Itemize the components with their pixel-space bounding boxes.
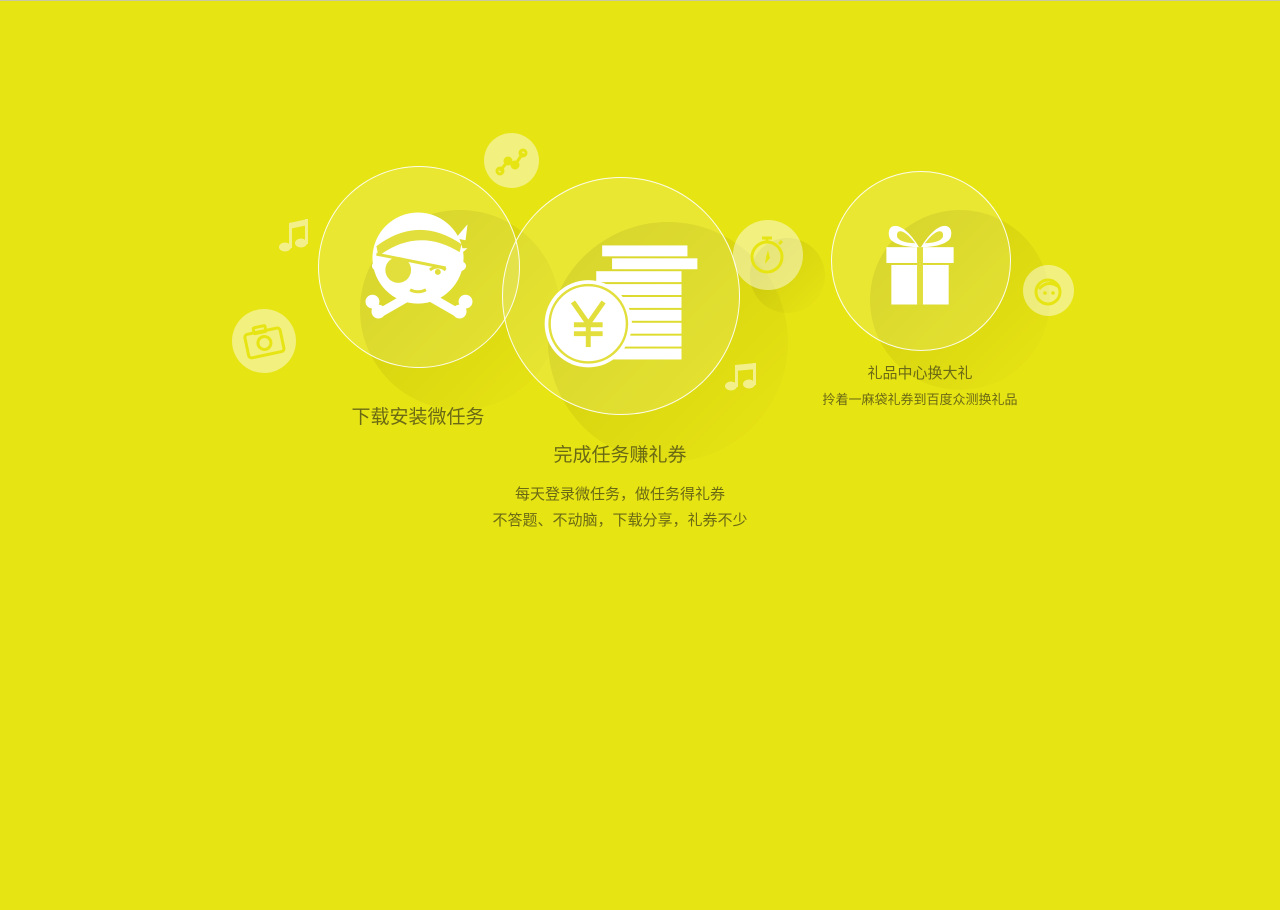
chart-line-icon [495, 148, 528, 176]
camera-icon [243, 324, 286, 360]
download-title: 下载安装微任务 [351, 406, 485, 428]
gift-box-icon [886, 225, 954, 305]
gift-description: 拎着一麻袋礼券到百度众测换礼品 [822, 393, 1018, 408]
music-note-small-icon [725, 363, 756, 391]
music-note-icon [279, 219, 308, 252]
top-border [0, 0, 1280, 1]
stopwatch-shadow [750, 238, 825, 313]
chart-bubble [484, 133, 539, 188]
earn-feature-circle[interactable] [502, 177, 740, 415]
face-icon [1034, 278, 1062, 306]
earn-line-1: 每天登录微任务，做任务得礼券 [514, 485, 725, 503]
face-bubble [1023, 265, 1074, 316]
stopwatch-bubble [733, 220, 803, 290]
camera-bubble [232, 309, 296, 373]
download-feature-circle[interactable] [318, 166, 520, 368]
yen-coins-icon [544, 245, 698, 368]
stopwatch-icon [750, 236, 784, 274]
pirate-icon [365, 212, 473, 319]
gift-title: 礼品中心换大礼 [867, 364, 973, 382]
earn-title: 完成任务赚礼券 [553, 444, 687, 466]
gift-feature-circle[interactable] [831, 171, 1011, 351]
earn-line-2: 不答题、不动脑，下载分享，礼券不少 [492, 511, 748, 529]
